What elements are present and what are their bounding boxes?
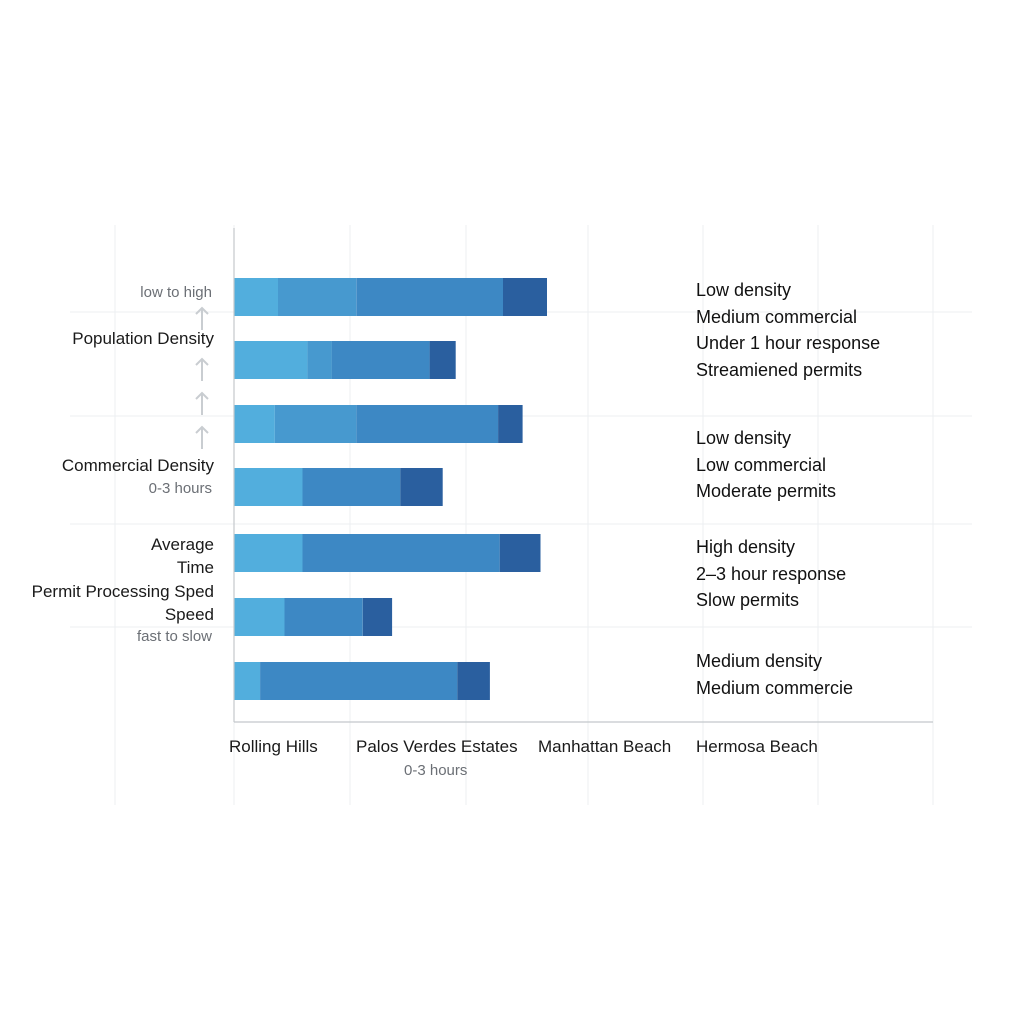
bar-row-1-segment-4 bbox=[503, 278, 547, 316]
up-arrow-icon bbox=[195, 357, 209, 381]
bar-row-1-segment-1 bbox=[234, 278, 278, 316]
bar-row-6-segment-1 bbox=[234, 598, 285, 636]
bar-row-4-segment-4 bbox=[400, 468, 443, 506]
annotation-line: Low density bbox=[696, 280, 792, 300]
annotation-line: Slow permits bbox=[696, 590, 800, 610]
y-axis-label-population-density: Population Density bbox=[72, 329, 214, 348]
annotation-line: Moderate permits bbox=[696, 481, 837, 501]
bar-row-2-segment-2 bbox=[307, 341, 332, 379]
annotation-line: Medium commercial bbox=[696, 306, 858, 327]
bar-row-3-segment-4 bbox=[498, 405, 523, 443]
bar-row-7-segment-1 bbox=[234, 662, 261, 700]
annotation-group-1: Low density Medium commercial Under 1 ho… bbox=[696, 277, 880, 383]
y-axis-label-speed: Speed bbox=[164, 605, 214, 624]
y-axis-sublabel-fast-to-slow: fast to slow bbox=[136, 628, 212, 645]
up-arrow-icon bbox=[195, 306, 209, 330]
annotation-line: Low commercial bbox=[696, 454, 827, 475]
annotation-line: Medium density bbox=[696, 651, 823, 671]
annotation-group-2: Low density Low commercial Moderate perm… bbox=[696, 425, 836, 505]
x-tick-label-palos-verdes-estates: Palos Verdes Estates bbox=[356, 737, 518, 756]
bar-series bbox=[234, 278, 547, 700]
annotation-group-3: High density 2–3 hour response Slow perm… bbox=[696, 534, 846, 614]
annotation-line: Streamiened permits bbox=[696, 359, 863, 380]
x-tick-label-manhattan-beach: Manhattan Beach bbox=[538, 737, 672, 756]
bar-row-3-segment-1 bbox=[234, 405, 275, 443]
bar-row-3-segment-3 bbox=[356, 405, 499, 443]
annotation-line: High density bbox=[696, 537, 796, 557]
annotation-line: Low density bbox=[696, 428, 792, 448]
bar-row-3-segment-2 bbox=[274, 405, 357, 443]
bar-row-4-segment-3 bbox=[302, 468, 401, 506]
x-axis-sublabel-hours: 0-3 hours bbox=[404, 762, 468, 779]
bar-row-5-segment-1 bbox=[234, 534, 303, 572]
x-tick-label-hermosa-beach: Hermosa Beach bbox=[696, 737, 818, 756]
bar-row-5-segment-4 bbox=[499, 534, 541, 572]
up-arrow-icon bbox=[195, 425, 209, 449]
bar-row-7-segment-4 bbox=[457, 662, 490, 700]
annotation-group-4: Medium density Medium commercie bbox=[696, 648, 853, 701]
bar-row-5-segment-3 bbox=[302, 534, 500, 572]
y-axis-label-permit-processing: Permit Processing Sped bbox=[31, 582, 214, 601]
bar-row-2-segment-4 bbox=[429, 341, 456, 379]
bar-row-1-segment-3 bbox=[356, 278, 503, 316]
bar-row-4-segment-1 bbox=[234, 468, 303, 506]
bar-row-1-segment-2 bbox=[278, 278, 357, 316]
up-arrow-icon bbox=[195, 391, 209, 415]
bar-row-6-segment-4 bbox=[362, 598, 393, 636]
bar-row-2-segment-3 bbox=[331, 341, 430, 379]
y-axis-label-average: Average bbox=[150, 535, 214, 554]
annotation-line: 2–3 hour response bbox=[696, 563, 847, 584]
bar-row-7-segment-3 bbox=[260, 662, 458, 700]
y-axis-sublabel-hours: 0-3 hours bbox=[148, 480, 212, 497]
y-axis-sublabel-low-to-high: low to high bbox=[140, 284, 212, 301]
bar-row-6-segment-3 bbox=[284, 598, 363, 636]
y-axis-label-commercial-density: Commercial Density bbox=[61, 456, 214, 475]
bar-row-2-segment-1 bbox=[234, 341, 308, 379]
y-axis-label-time: Time bbox=[176, 558, 214, 577]
x-tick-label-rolling-hills: Rolling Hills bbox=[229, 737, 318, 756]
annotation-line: Under 1 hour response bbox=[696, 333, 881, 353]
annotation-line: Medium commercie bbox=[696, 677, 854, 698]
